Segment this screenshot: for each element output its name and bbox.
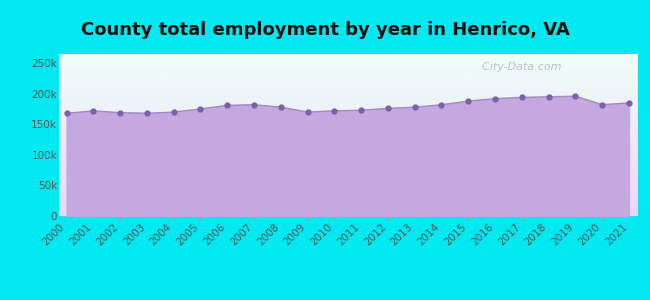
- Text: County total employment by year in Henrico, VA: County total employment by year in Henri…: [81, 21, 569, 39]
- Text: City-Data.com: City-Data.com: [475, 62, 562, 72]
